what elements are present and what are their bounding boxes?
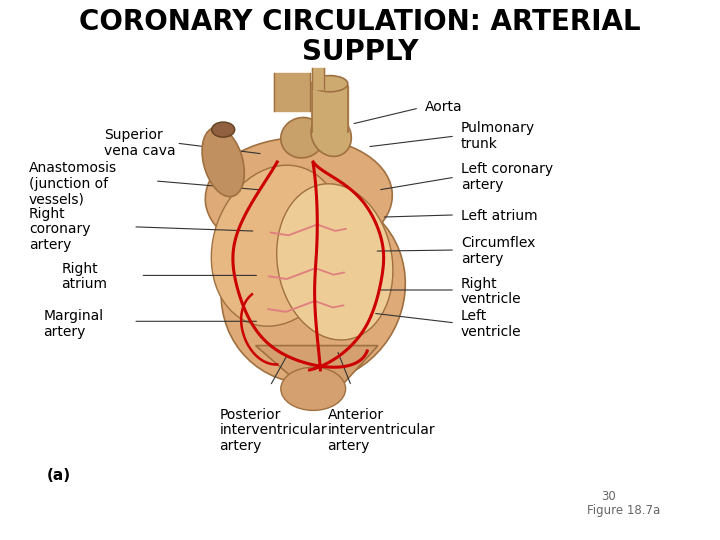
Ellipse shape: [211, 165, 343, 326]
Text: Right
atrium: Right atrium: [61, 262, 107, 291]
Text: 30: 30: [601, 490, 616, 503]
Text: Superior
vena cava: Superior vena cava: [104, 129, 176, 158]
Polygon shape: [256, 346, 378, 405]
Ellipse shape: [276, 184, 393, 340]
Text: Circumflex
artery: Circumflex artery: [461, 237, 535, 266]
Text: Anterior
interventricular
artery: Anterior interventricular artery: [328, 408, 435, 453]
Text: Marginal
artery: Marginal artery: [43, 309, 104, 339]
Text: Right
ventricle: Right ventricle: [461, 277, 521, 306]
Ellipse shape: [212, 122, 235, 137]
Text: Left coronary
artery: Left coronary artery: [461, 163, 553, 192]
Text: SUPPLY: SUPPLY: [302, 38, 418, 66]
Ellipse shape: [311, 113, 351, 157]
Text: (a): (a): [47, 468, 71, 483]
Text: Left atrium: Left atrium: [461, 209, 537, 223]
Text: CORONARY CIRCULATION: ARTERIAL: CORONARY CIRCULATION: ARTERIAL: [79, 8, 641, 36]
Ellipse shape: [202, 127, 244, 197]
Ellipse shape: [281, 118, 324, 158]
Ellipse shape: [205, 138, 392, 256]
Polygon shape: [312, 68, 324, 89]
Text: Right
coronary
artery: Right coronary artery: [29, 207, 90, 252]
Ellipse shape: [312, 76, 348, 92]
Text: Aorta: Aorta: [425, 100, 462, 114]
Polygon shape: [274, 73, 310, 111]
Ellipse shape: [281, 367, 346, 410]
Ellipse shape: [221, 194, 405, 383]
Text: Left
ventricle: Left ventricle: [461, 309, 521, 339]
Polygon shape: [312, 86, 348, 132]
Text: Pulmonary
trunk: Pulmonary trunk: [461, 122, 535, 151]
Text: Anastomosis
(junction of
vessels): Anastomosis (junction of vessels): [29, 161, 117, 206]
Text: Figure 18.7a: Figure 18.7a: [587, 504, 660, 517]
Text: Posterior
interventricular
artery: Posterior interventricular artery: [220, 408, 327, 453]
